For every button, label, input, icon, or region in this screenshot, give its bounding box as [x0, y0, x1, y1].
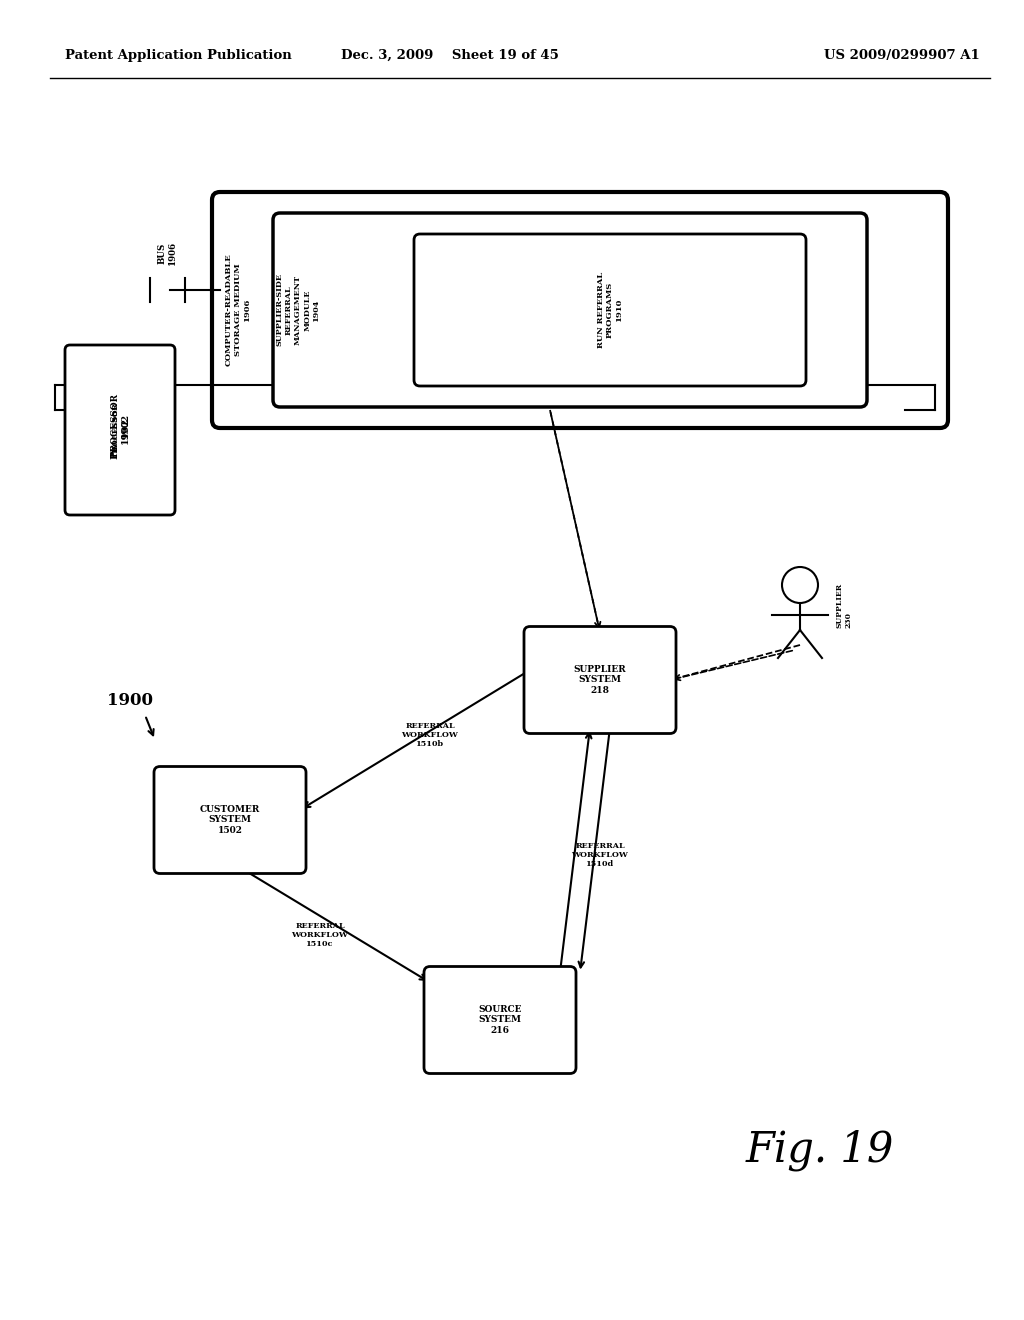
Text: COMPUTER-READABLE
STORAGE MEDIUM
1906: COMPUTER-READABLE STORAGE MEDIUM 1906	[225, 253, 251, 367]
Text: Patent Application Publication: Patent Application Publication	[65, 49, 292, 62]
FancyBboxPatch shape	[424, 966, 575, 1073]
Text: BUS
1906: BUS 1906	[158, 240, 177, 265]
FancyBboxPatch shape	[273, 213, 867, 407]
FancyBboxPatch shape	[212, 191, 948, 428]
Text: REFERRAL
WORKFLOW
1510b: REFERRAL WORKFLOW 1510b	[401, 722, 459, 748]
Text: PROCESSOR
1902: PROCESSOR 1902	[111, 393, 130, 457]
Text: CUSTOMER
SYSTEM
1502: CUSTOMER SYSTEM 1502	[200, 805, 260, 836]
Text: REFERRAL
WORKFLOW
1510d: REFERRAL WORKFLOW 1510d	[571, 842, 629, 869]
Text: RUN REFERRAL
PROGRAMS
1910: RUN REFERRAL PROGRAMS 1910	[597, 272, 624, 348]
Text: SOURCE
SYSTEM
216: SOURCE SYSTEM 216	[478, 1005, 522, 1035]
Text: REFERRAL
WORKFLOW
1510c: REFERRAL WORKFLOW 1510c	[292, 921, 348, 948]
Text: SUPPLIER
230: SUPPLIER 230	[835, 582, 852, 627]
FancyBboxPatch shape	[154, 767, 306, 874]
Text: SUPPLIER-SIDE
REFERRAL
MANAGEMENT
MODULE
1904: SUPPLIER-SIDE REFERRAL MANAGEMENT MODULE…	[275, 273, 321, 346]
FancyBboxPatch shape	[414, 234, 806, 385]
Text: 1900: 1900	[106, 692, 153, 709]
Ellipse shape	[782, 568, 818, 603]
FancyBboxPatch shape	[524, 627, 676, 734]
Text: Pʜᴏᴄᴇssᴏʀ
1902: Pʜᴏᴄᴇssᴏʀ 1902	[111, 401, 130, 458]
Text: US 2009/0299907 A1: US 2009/0299907 A1	[824, 49, 980, 62]
FancyBboxPatch shape	[65, 345, 175, 515]
Text: Dec. 3, 2009    Sheet 19 of 45: Dec. 3, 2009 Sheet 19 of 45	[341, 49, 559, 62]
Text: SUPPLIER
SYSTEM
218: SUPPLIER SYSTEM 218	[573, 665, 627, 694]
Text: Fig. 19: Fig. 19	[745, 1129, 894, 1171]
